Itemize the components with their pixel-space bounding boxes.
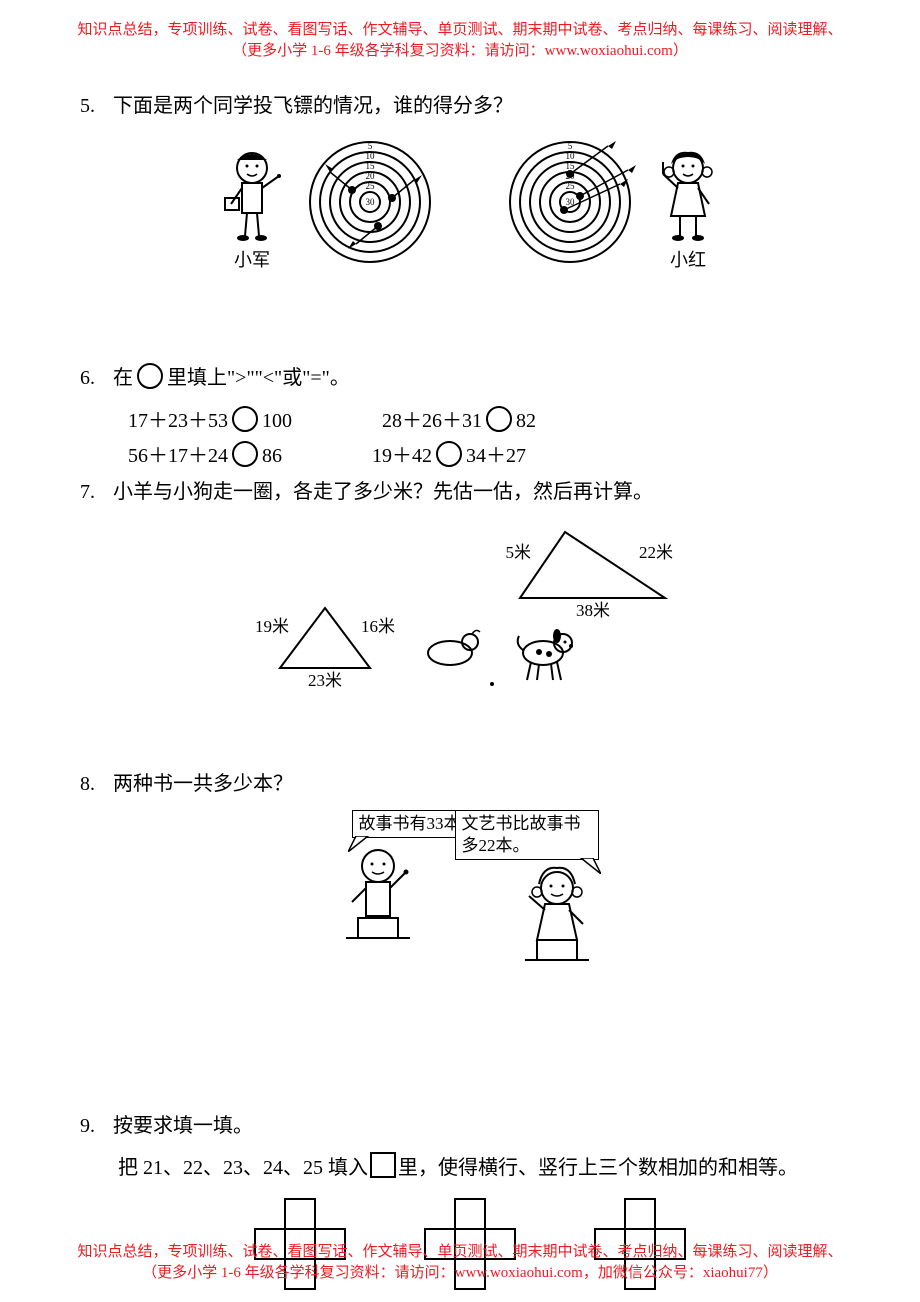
footer-banner: 知识点总结，专项训练、试卷、看图写话、作文辅导、单页测试、期末期中试卷、考点归纳…: [0, 1242, 920, 1284]
svg-text:25: 25: [366, 181, 376, 191]
blank-circle[interactable]: [232, 406, 258, 432]
girl-q8-icon: [507, 860, 607, 970]
circle-icon: [137, 363, 163, 389]
svg-text:15: 15: [566, 161, 576, 171]
tri1-right: 16米: [361, 617, 395, 636]
triangle2-icon: 35米 22米 38米: [505, 518, 685, 618]
dartboard-left-icon: 5 10 15 20 25 30: [295, 132, 445, 272]
blank-circle[interactable]: [232, 441, 258, 467]
footer-line1: 知识点总结，专项训练、试卷、看图写话、作文辅导、单页测试、期末期中试卷、考点归纳…: [77, 1244, 842, 1260]
q7-text: 小羊与小狗走一圈，各走了多少米？先估一估，然后再计算。: [113, 481, 653, 503]
q7-number: 7.: [80, 476, 108, 508]
q6-exp1b: 100: [262, 410, 292, 432]
boy-q8-icon: [328, 838, 428, 948]
q5-text: 下面是两个同学投飞镖的情况，谁的得分多？: [113, 95, 513, 117]
footer-line2: （更多小学 1-6 年级各学科复习资料：请访问：www.woxiaohui.co…: [142, 1265, 778, 1281]
question-5: 5. 下面是两个同学投飞镖的情况，谁的得分多？: [80, 90, 860, 272]
speech-tail-icon: [348, 836, 378, 852]
svg-text:10: 10: [366, 151, 376, 161]
blank-circle[interactable]: [486, 406, 512, 432]
q5-name-left: 小军: [217, 246, 287, 272]
q8-text: 两种书一共多少本？: [113, 773, 293, 795]
q6-exp4b: 34＋27: [466, 445, 526, 467]
tri2-left: 35米: [505, 543, 531, 562]
girl-right-icon: [653, 146, 723, 246]
q9-text: 按要求填一填。: [113, 1115, 253, 1137]
tri1-left: 19米: [255, 617, 289, 636]
dog-icon: [505, 618, 585, 688]
q9-line2a: 把 21、22、23、24、25 填入: [118, 1157, 368, 1179]
question-6: 6. 在 里填上">""<"或"="。 17＋23＋53 100 28＋26＋31 8…: [80, 362, 860, 468]
q6-exp3a: 56＋17＋24: [128, 445, 228, 467]
blank-circle[interactable]: [436, 441, 462, 467]
tri2-right: 22米: [639, 543, 673, 562]
triangle1-icon: 19米 16米 23米: [255, 588, 395, 688]
q9-line2b: 里，使得横行、竖行上三个数相加的和相等。: [398, 1157, 798, 1179]
svg-text:20: 20: [366, 171, 376, 181]
q8-number: 8.: [80, 768, 108, 800]
header-banner: 知识点总结，专项训练、试卷、看图写话、作文辅导、单页测试、期末期中试卷、考点归纳…: [0, 20, 920, 62]
speech-right: 文艺书比故事书多22本。: [455, 810, 599, 860]
dartboard-right-icon: 5 10 15 20 25 30: [495, 132, 645, 272]
svg-text:5: 5: [368, 141, 373, 151]
square-icon: [370, 1152, 396, 1178]
q6-exp1a: 17＋23＋53: [128, 410, 228, 432]
boy-left-icon: [217, 146, 287, 246]
q5-name-right: 小红: [653, 246, 723, 272]
svg-text:30: 30: [366, 197, 376, 207]
svg-text:15: 15: [366, 161, 376, 171]
header-line2: （更多小学 1-6 年级各学科复习资料：请访问：www.woxiaohui.co…: [232, 43, 688, 59]
goat-icon: [410, 618, 490, 688]
q9-number: 9.: [80, 1110, 108, 1142]
q6-exp4a: 19＋42: [372, 445, 432, 467]
svg-text:5: 5: [568, 141, 573, 151]
tri1-bottom: 23米: [308, 671, 342, 688]
header-line1: 知识点总结，专项训练、试卷、看图写话、作文辅导、单页测试、期末期中试卷、考点归纳…: [77, 22, 842, 38]
q6-text-b: 里填上">""<"或"="。: [167, 367, 350, 389]
q6-exp3b: 86: [262, 445, 282, 467]
question-8: 8. 两种书一共多少本？ 故事书有33本。: [80, 768, 860, 970]
q6-number: 6.: [80, 362, 108, 394]
question-7: 7. 小羊与小狗走一圈，各走了多少米？先估一估，然后再计算。 19米 16米 2…: [80, 476, 860, 688]
q6-exp2a: 28＋26＋31: [382, 410, 482, 432]
svg-text:25: 25: [566, 181, 576, 191]
q5-number: 5.: [80, 90, 108, 122]
q6-exp2b: 82: [516, 410, 536, 432]
q6-text-a: 在: [113, 367, 133, 389]
svg-text:10: 10: [566, 151, 576, 161]
tri2-bottom: 38米: [576, 601, 610, 618]
speech-tail-icon: [571, 858, 601, 874]
